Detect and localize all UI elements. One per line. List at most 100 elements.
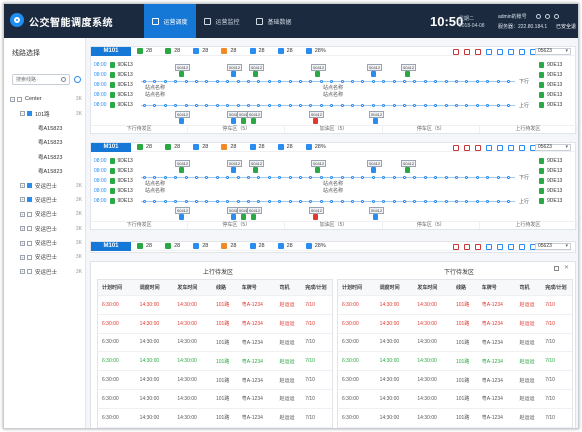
vehicle-tag[interactable]: 00412 [401, 160, 417, 167]
zone-label[interactable]: 加油区（5） [285, 222, 383, 229]
refresh-icon[interactable] [519, 244, 525, 250]
swap-icon[interactable] [475, 49, 481, 55]
station-dot[interactable] [299, 104, 302, 107]
station-dot[interactable] [163, 80, 167, 83]
tree-checkbox[interactable] [27, 183, 32, 189]
vehicle-tag[interactable]: 00412 [367, 160, 383, 167]
table-row[interactable]: 6:30:00 14:30:00 14:30:00 101路 粤A-1234 赵运运 7/1… [338, 409, 572, 428]
table-row[interactable]: 6:30:00 14:30:00 14:30:00 101路 粤A-1234 赵运运 7/1… [98, 390, 332, 409]
table-row[interactable]: 6:30:00 14:30:00 14:30:00 101路 粤A-1234 赵运运 7/1… [98, 371, 332, 390]
station-dot[interactable] [184, 200, 188, 203]
station-dot[interactable] [340, 200, 344, 203]
vehicle-icon[interactable] [179, 71, 184, 77]
table-row[interactable]: 6:30:00 14:30:00 14:30:00 101路 粤A-1234 赵运运 7/1… [338, 352, 572, 372]
station-dot[interactable] [247, 200, 250, 203]
station-dot[interactable] [465, 176, 469, 179]
tree-checkbox[interactable] [17, 96, 22, 102]
station-dot[interactable] [143, 176, 146, 179]
station-dot[interactable] [475, 200, 479, 203]
station-dot[interactable] [413, 104, 417, 107]
station-dot[interactable] [205, 104, 209, 107]
vehicle-tag[interactable]: 00412 [369, 111, 385, 118]
station-dot[interactable] [392, 80, 396, 83]
station-dot[interactable] [288, 176, 292, 179]
station-dot[interactable] [361, 80, 365, 83]
vehicle-tag[interactable]: 00412 [369, 207, 385, 214]
nav-basedata[interactable]: 基础数据 [248, 4, 300, 38]
expand-toggle-icon[interactable]: − [10, 96, 15, 102]
station-dot[interactable] [143, 104, 146, 107]
zone-label[interactable]: 下行待发区 [91, 126, 189, 133]
station-dot[interactable] [496, 200, 500, 203]
station-dot[interactable] [267, 176, 271, 179]
tree-checkbox[interactable] [27, 211, 32, 217]
edit-icon[interactable] [464, 244, 470, 250]
schedule-icon[interactable] [486, 49, 492, 55]
tree-checkbox[interactable] [27, 197, 32, 203]
list-icon[interactable] [497, 145, 503, 151]
station-dot[interactable] [153, 200, 157, 203]
account-name[interactable]: admin的账号 [498, 14, 527, 20]
station-dot[interactable] [403, 80, 406, 83]
station-dot[interactable] [444, 104, 448, 107]
vehicle-tag[interactable]: 00412 [227, 160, 243, 167]
clock-icon[interactable] [508, 145, 514, 151]
station-dot[interactable] [413, 176, 417, 179]
tree-node[interactable]: 粤A15823 [8, 121, 84, 135]
arrival-entry[interactable]: 9DE13 [539, 102, 562, 108]
vehicle-icon[interactable] [241, 214, 246, 220]
tree-checkbox[interactable] [27, 240, 32, 246]
table-row[interactable]: 6:30:00 14:30:00 14:30:00 101路 粤A-1234 赵运运 7/1… [98, 334, 332, 353]
vehicle-tag[interactable]: 00412 [401, 64, 417, 71]
station-dot[interactable] [309, 104, 313, 107]
tree-node[interactable]: + 安运巴士 3K [8, 222, 84, 236]
station-dot[interactable] [351, 104, 354, 107]
station-dot[interactable] [413, 200, 417, 203]
station-dot[interactable] [423, 200, 427, 203]
station-dot[interactable] [163, 200, 167, 203]
vehicle-icon[interactable] [231, 71, 236, 77]
station-dot[interactable] [486, 104, 490, 107]
station-dot[interactable] [403, 176, 406, 179]
station-dot[interactable] [288, 200, 292, 203]
station-dot[interactable] [392, 200, 396, 203]
station-dot[interactable] [278, 104, 282, 107]
station-dot[interactable] [465, 80, 469, 83]
station-dot[interactable] [278, 80, 282, 83]
zone-label[interactable]: 下行待发区 [91, 222, 189, 229]
station-dot[interactable] [340, 176, 344, 179]
station-dot[interactable] [319, 176, 323, 179]
departure-entry[interactable]: 08:00 9DE13 [94, 158, 133, 164]
route-tag[interactable]: M101 [91, 142, 131, 152]
station-dot[interactable] [434, 200, 438, 203]
expand-toggle-icon[interactable]: + [20, 254, 25, 260]
table-row[interactable]: 6:30:00 14:30:00 14:30:00 101路 粤A-1234 赵运运 7/1… [338, 334, 572, 353]
station-dot[interactable] [507, 200, 510, 203]
station-dot[interactable] [382, 200, 386, 203]
vehicle-tag[interactable]: 00412 [175, 64, 191, 71]
vehicle-tag[interactable]: 00412 [311, 64, 327, 71]
vehicle-icon[interactable] [373, 214, 378, 220]
expand-toggle-icon[interactable]: + [20, 197, 25, 203]
column-header[interactable]: 调度时间 [139, 285, 160, 291]
route-search-box[interactable] [12, 74, 70, 85]
vehicle-icon[interactable] [179, 167, 184, 173]
tree-node[interactable]: + 安运巴士 3K [8, 250, 84, 264]
station-dot[interactable] [309, 176, 313, 179]
nav-dispatch[interactable]: 运营调度 [144, 4, 196, 38]
arrival-entry[interactable]: 9DE13 [539, 168, 562, 174]
vehicle-icon[interactable] [231, 167, 236, 173]
station-dot[interactable] [413, 80, 417, 83]
arrival-entry[interactable]: 9DE13 [539, 92, 562, 98]
vehicle-tag[interactable]: 00412 [309, 207, 325, 214]
station-dot[interactable] [195, 176, 198, 179]
vehicle-icon[interactable] [315, 167, 320, 173]
station-dot[interactable] [444, 176, 448, 179]
station-dot[interactable] [309, 200, 313, 203]
station-dot[interactable] [236, 176, 240, 179]
arrival-entry[interactable]: 9DE13 [539, 188, 562, 194]
station-dot[interactable] [392, 104, 396, 107]
station-dot[interactable] [455, 200, 458, 203]
station-dot[interactable] [351, 80, 354, 83]
tree-checkbox[interactable] [27, 269, 32, 275]
